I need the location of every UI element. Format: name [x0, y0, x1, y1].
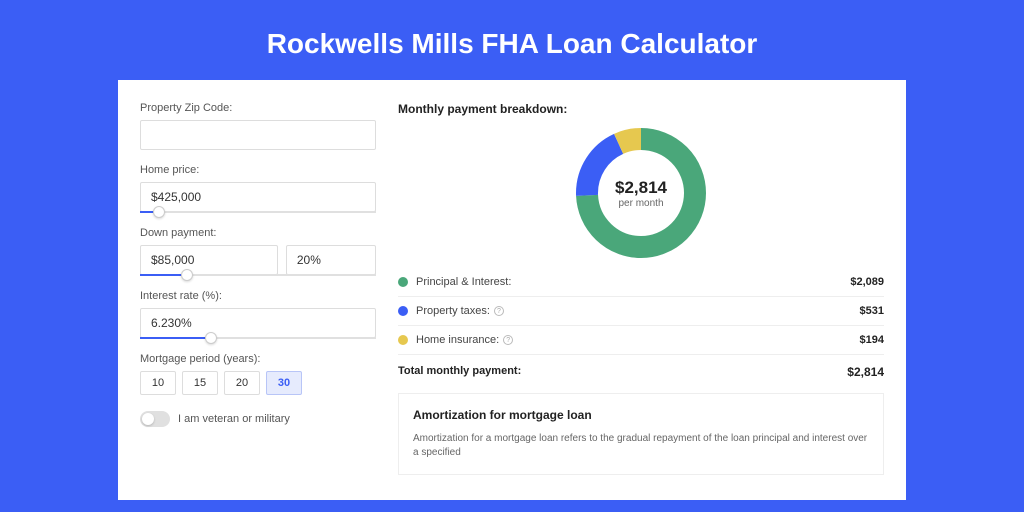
- down-payment-amount-input[interactable]: [140, 245, 278, 275]
- zip-field: Property Zip Code:: [140, 102, 376, 150]
- donut-sub: per month: [618, 198, 663, 209]
- mortgage-period-label: Mortgage period (years):: [140, 353, 376, 365]
- legend-value: $2,089: [850, 276, 884, 288]
- amortization-title: Amortization for mortgage loan: [413, 408, 869, 422]
- home-price-field: Home price:: [140, 164, 376, 213]
- breakdown-title: Monthly payment breakdown:: [398, 102, 884, 116]
- interest-rate-slider[interactable]: [140, 337, 376, 339]
- down-payment-slider[interactable]: [140, 274, 376, 276]
- legend-dot: [398, 277, 408, 287]
- slider-thumb[interactable]: [205, 332, 217, 344]
- amortization-box: Amortization for mortgage loan Amortizat…: [398, 393, 884, 475]
- veteran-toggle[interactable]: [140, 411, 170, 427]
- legend-row-ins: Home insurance:?$194: [398, 326, 884, 354]
- interest-rate-label: Interest rate (%):: [140, 290, 376, 302]
- total-label: Total monthly payment:: [398, 365, 847, 379]
- form-column: Property Zip Code: Home price: Down paym…: [140, 102, 376, 500]
- zip-label: Property Zip Code:: [140, 102, 376, 114]
- home-price-input[interactable]: [140, 182, 376, 212]
- veteran-field: I am veteran or military: [140, 411, 376, 427]
- period-option-15[interactable]: 15: [182, 371, 218, 395]
- home-price-slider[interactable]: [140, 211, 376, 213]
- mortgage-period-field: Mortgage period (years): 10152030: [140, 353, 376, 395]
- down-payment-field: Down payment:: [140, 227, 376, 276]
- home-price-label: Home price:: [140, 164, 376, 176]
- down-payment-pct-input[interactable]: [286, 245, 376, 275]
- interest-rate-field: Interest rate (%):: [140, 290, 376, 339]
- legend-row-tax: Property taxes:?$531: [398, 297, 884, 326]
- slider-thumb[interactable]: [181, 269, 193, 281]
- legend-label: Property taxes:?: [416, 305, 860, 317]
- calculator-panel: Property Zip Code: Home price: Down paym…: [118, 80, 906, 500]
- period-option-10[interactable]: 10: [140, 371, 176, 395]
- page-header: Rockwells Mills FHA Loan Calculator: [0, 0, 1024, 80]
- legend-value: $531: [860, 305, 884, 317]
- slider-thumb[interactable]: [153, 206, 165, 218]
- zip-input[interactable]: [140, 120, 376, 150]
- legend-dot: [398, 306, 408, 316]
- legend-label: Principal & Interest:: [416, 276, 850, 288]
- help-icon[interactable]: ?: [494, 306, 504, 316]
- period-option-20[interactable]: 20: [224, 371, 260, 395]
- period-option-30[interactable]: 30: [266, 371, 302, 395]
- interest-rate-input[interactable]: [140, 308, 376, 338]
- total-row: Total monthly payment: $2,814: [398, 354, 884, 393]
- veteran-label: I am veteran or military: [178, 413, 290, 425]
- page-title: Rockwells Mills FHA Loan Calculator: [0, 28, 1024, 60]
- legend-dot: [398, 335, 408, 345]
- legend-label: Home insurance:?: [416, 334, 860, 346]
- help-icon[interactable]: ?: [503, 335, 513, 345]
- legend-row-pi: Principal & Interest:$2,089: [398, 268, 884, 297]
- legend-value: $194: [860, 334, 884, 346]
- donut-chart-wrap: $2,814 per month: [398, 128, 884, 258]
- toggle-knob: [142, 413, 154, 425]
- total-value: $2,814: [847, 365, 884, 379]
- donut-chart: $2,814 per month: [576, 128, 706, 258]
- donut-center: $2,814 per month: [576, 128, 706, 258]
- amortization-text: Amortization for a mortgage loan refers …: [413, 432, 869, 460]
- down-payment-label: Down payment:: [140, 227, 376, 239]
- breakdown-column: Monthly payment breakdown: $2,814 per mo…: [398, 102, 884, 500]
- donut-amount: $2,814: [615, 178, 667, 198]
